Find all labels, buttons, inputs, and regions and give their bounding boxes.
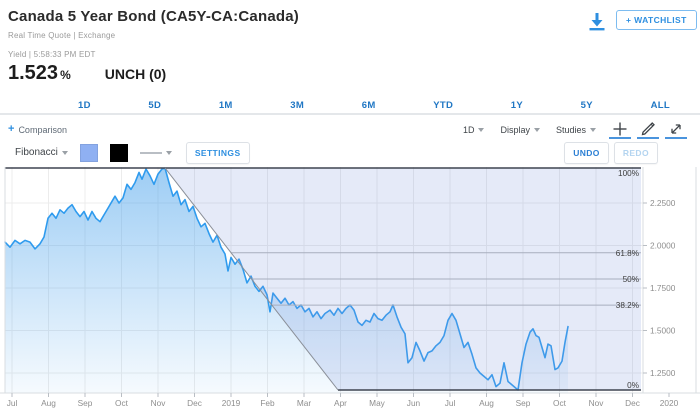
x-tick-label: 2020 <box>660 398 679 408</box>
change-value: UNCH (0) <box>104 66 167 82</box>
x-tick-label: Mar <box>297 398 312 408</box>
undo-button[interactable]: UNDO <box>564 141 609 164</box>
chevron-down-icon <box>478 127 485 132</box>
x-tick-label: Aug <box>41 398 56 408</box>
range-tab-1y[interactable]: 1Y <box>510 99 524 111</box>
current-yield-value: 1.523 <box>8 62 59 84</box>
plus-icon: + <box>8 123 15 135</box>
quote-row: 1.523 % UNCH (0) <box>8 62 166 85</box>
x-tick-label: Nov <box>589 398 605 408</box>
settings-button[interactable]: SETTINGS <box>185 141 250 164</box>
time-range-tabs: 1D 5D 1M 3M 6M YTD 1Y 5Y ALL <box>0 97 700 115</box>
fib-level-label: 0% <box>627 381 639 390</box>
download-button[interactable] <box>586 11 608 31</box>
x-tick-label: Aug <box>479 398 494 408</box>
x-tick-label: Apr <box>334 398 347 408</box>
plot-borders <box>0 167 700 394</box>
chevron-down-icon <box>590 127 596 132</box>
range-tab-1m[interactable]: 1M <box>218 99 233 111</box>
active-indicator <box>637 136 659 139</box>
x-tick-label: Feb <box>260 398 275 408</box>
crosshair-tool-button[interactable] <box>608 120 632 139</box>
quote-meta: Real Time Quote | Exchange <box>8 31 116 40</box>
fib-level-label: 100% <box>618 169 639 178</box>
add-comparison-button[interactable]: + Comparison <box>8 124 67 135</box>
add-to-watchlist-button[interactable]: + WATCHLIST <box>616 10 697 30</box>
x-tick-label: Jul <box>445 398 456 408</box>
range-tab-all[interactable]: ALL <box>650 99 670 111</box>
studies-dropdown[interactable]: Studies <box>556 125 596 135</box>
x-tick-label: Sep <box>78 398 93 408</box>
active-indicator <box>609 136 631 139</box>
crosshair-icon <box>613 122 627 135</box>
comparison-label: Comparison <box>18 124 67 135</box>
drawing-toolbar: Fibonacci SETTINGS UNDO REDO <box>0 141 700 164</box>
watchlist-button-label: + WATCHLIST <box>626 15 687 25</box>
fullscreen-button[interactable] <box>664 120 688 139</box>
download-icon <box>589 13 605 31</box>
redo-button[interactable]: REDO <box>613 141 658 164</box>
fib-level-label: 38.2% <box>616 301 639 310</box>
range-tab-5d[interactable]: 5D <box>148 99 162 111</box>
page-title: Canada 5 Year Bond (CA5Y-CA:Canada) <box>8 8 299 25</box>
studies-label: Studies <box>555 124 586 135</box>
range-tab-ytd[interactable]: YTD <box>433 99 454 111</box>
price-line <box>4 167 569 391</box>
y-axis[interactable]: 2.2500 2.0000 1.7500 1.5000 1.2500 <box>643 198 676 378</box>
x-tick-label: Oct <box>115 398 129 408</box>
range-tab-1d[interactable]: 1D <box>78 99 91 111</box>
x-axis[interactable]: Jul Aug Sep Oct Nov Dec 2019 Feb Mar Apr May Jun Jul… <box>7 393 679 408</box>
chevron-down-icon <box>533 127 540 132</box>
fib-level-label: 61.8% <box>616 249 639 258</box>
range-tab-5y[interactable]: 5Y <box>580 99 593 111</box>
price-chart: 100% 61.8% 50% 38.2% 0% 2.2500 2.0000 1.7500 1.5… <box>0 167 700 408</box>
pencil-icon <box>641 121 655 135</box>
chart-controls-row: + Comparison 1D Display Studies <box>0 119 700 140</box>
settings-button-label: SETTINGS <box>194 147 241 158</box>
x-tick-label: Sep <box>516 398 531 408</box>
yield-unit: % <box>60 68 71 82</box>
line-style-dropdown[interactable] <box>139 150 172 155</box>
active-indicator <box>665 136 687 139</box>
chart-plot-area[interactable]: 100% 61.8% 50% 38.2% 0% 2.2500 2.0000 1.7500 1.5… <box>0 160 700 415</box>
drawing-tool-dropdown[interactable]: Fibonacci <box>15 147 68 158</box>
y-tick-label: 2.2500 <box>650 198 676 208</box>
draw-tool-button[interactable] <box>636 120 660 139</box>
series-area <box>4 167 569 393</box>
interval-label: 1D <box>462 124 475 135</box>
line-color-swatch[interactable] <box>109 143 128 162</box>
x-tick-label: Dec <box>625 398 640 408</box>
line-style-preview <box>139 151 162 154</box>
x-tick-label: Jul <box>7 398 18 408</box>
y-tick-label: 1.2500 <box>650 368 676 378</box>
x-tick-label: May <box>369 398 386 408</box>
y-tick-label: 2.0000 <box>650 241 676 251</box>
y-tick-label: 1.5000 <box>650 326 676 336</box>
redo-button-label: REDO <box>622 147 649 158</box>
fib-level-label: 50% <box>623 275 639 284</box>
display-label: Display <box>500 124 530 135</box>
range-tab-6m[interactable]: 6M <box>361 99 376 111</box>
fill-color-swatch[interactable] <box>79 143 98 162</box>
display-dropdown[interactable]: Display <box>500 125 540 135</box>
undo-button-label: UNDO <box>573 147 600 158</box>
y-tick-label: 1.7500 <box>650 283 676 293</box>
chevron-down-icon <box>61 150 68 155</box>
x-tick-label: Nov <box>151 398 167 408</box>
expand-arrows-icon <box>671 123 681 134</box>
fibonacci-retracement-drawing[interactable]: 100% 61.8% 50% 38.2% 0% <box>5 167 641 391</box>
range-tab-3m[interactable]: 3M <box>290 99 305 111</box>
x-tick-label: 2019 <box>222 398 241 408</box>
x-tick-label: Oct <box>553 398 567 408</box>
x-tick-label: Jun <box>407 398 421 408</box>
drawing-tool-label: Fibonacci <box>15 147 58 158</box>
yield-timestamp: Yield | 5:58:33 PM EDT <box>8 50 96 59</box>
x-tick-label: Dec <box>187 398 202 408</box>
interval-dropdown[interactable]: 1D <box>463 125 485 135</box>
chevron-down-icon <box>165 150 172 155</box>
